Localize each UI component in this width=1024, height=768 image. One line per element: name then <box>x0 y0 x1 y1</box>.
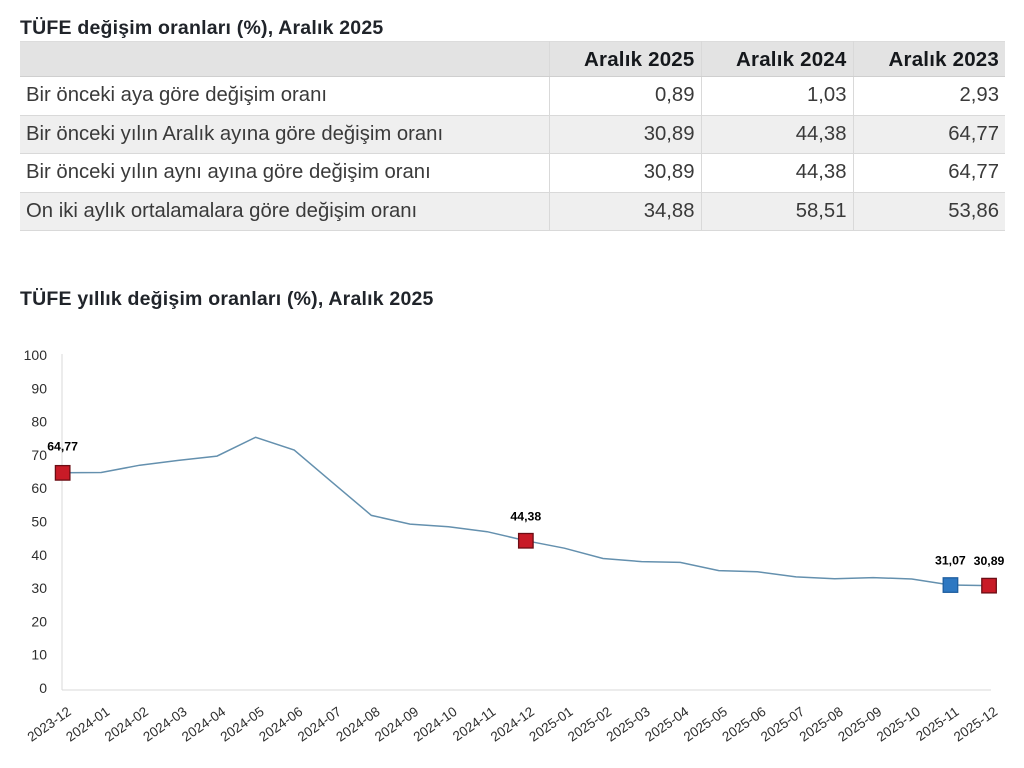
svg-text:2025-10: 2025-10 <box>874 704 923 745</box>
svg-text:40: 40 <box>31 547 47 563</box>
svg-text:30: 30 <box>31 580 47 596</box>
svg-text:100: 100 <box>24 347 48 363</box>
svg-text:60: 60 <box>31 480 47 496</box>
svg-text:10: 10 <box>31 647 47 663</box>
svg-text:44,38: 44,38 <box>510 510 541 524</box>
svg-text:0: 0 <box>39 680 47 696</box>
svg-text:20: 20 <box>31 613 47 629</box>
svg-text:90: 90 <box>31 380 47 396</box>
svg-text:70: 70 <box>31 447 47 463</box>
svg-text:2025-12: 2025-12 <box>951 704 1000 745</box>
svg-text:30,89: 30,89 <box>974 554 1005 568</box>
svg-text:50: 50 <box>31 514 47 530</box>
svg-text:64,77: 64,77 <box>47 440 78 454</box>
svg-text:31,07: 31,07 <box>935 554 966 568</box>
svg-text:80: 80 <box>31 414 47 430</box>
svg-text:2024-10: 2024-10 <box>411 704 460 745</box>
